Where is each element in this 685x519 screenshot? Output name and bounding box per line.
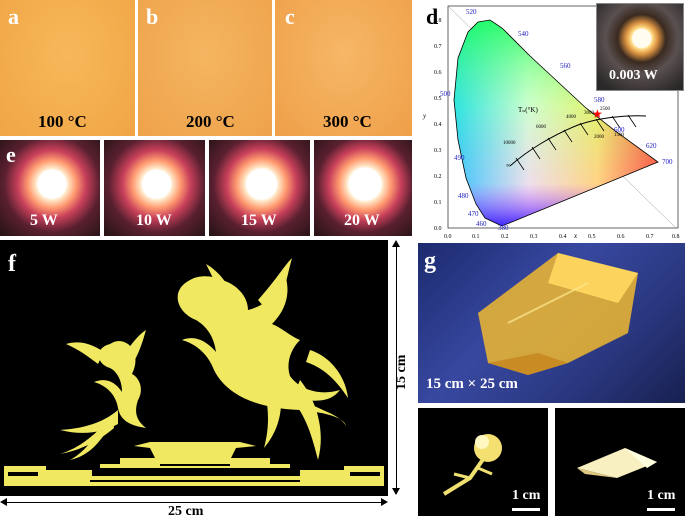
wl-700: 700 (662, 158, 673, 166)
height-dimension: 15 cm (394, 354, 409, 390)
panel-c-label: c (285, 4, 295, 29)
panel-e-power-4: 20 W (344, 212, 380, 229)
planckian-label: Tₙ(°K) (518, 106, 538, 114)
cct-2000: 2000 (594, 135, 605, 140)
svg-text:0.7: 0.7 (646, 234, 654, 240)
panel-d-label: d (426, 4, 439, 29)
x-axis-label: x (573, 232, 578, 240)
svg-text:0.8: 0.8 (672, 234, 680, 240)
rose-photo (442, 434, 502, 496)
panel-g: g 15 cm × 25 cm (418, 243, 685, 403)
cct-infinity: ∞ (506, 163, 510, 169)
panel-g-rose: 1 cm (418, 408, 548, 516)
inset-power: 0.003 W (609, 68, 658, 83)
panel-e-1: e 5 W (0, 140, 100, 236)
wl-490: 490 (454, 154, 465, 162)
panel-a-temperature: 100 °C (38, 112, 87, 131)
panel-f: f 15 cm 25 cm (0, 240, 414, 519)
panel-f-label: f (8, 251, 16, 277)
scale-bar-right (647, 508, 675, 511)
wl-580: 580 (594, 96, 605, 104)
panel-b-temperature: 200 °C (186, 112, 235, 131)
panel-c-temperature: 300 °C (323, 112, 372, 131)
panel-e-power-2: 10 W (136, 212, 172, 229)
svg-text:0.3: 0.3 (434, 148, 442, 154)
scale-bar-left (512, 508, 540, 511)
y-axis-label: y (422, 112, 427, 120)
svg-text:0.0: 0.0 (444, 234, 452, 240)
panel-b-label: b (146, 4, 159, 29)
wl-520: 520 (466, 8, 477, 16)
wl-460: 460 (476, 220, 487, 228)
phoenix-svg (4, 258, 384, 486)
y-ticks: 0.0 0.1 0.2 0.3 0.4 0.5 0.6 0.7 0.8 (434, 18, 442, 232)
panel-e-2: 10 W (104, 140, 205, 236)
width-arrow (2, 502, 386, 503)
svg-text:0.6: 0.6 (617, 234, 625, 240)
svg-text:0.0: 0.0 (434, 226, 442, 232)
panel-e-label: e (6, 142, 16, 167)
svg-text:0.2: 0.2 (501, 234, 509, 240)
width-dimension: 25 cm (168, 504, 204, 519)
wl-380: 380 (498, 224, 509, 232)
width-arrow-right (381, 498, 388, 506)
panel-c: c 300 °C (275, 0, 412, 136)
svg-text:0.1: 0.1 (434, 200, 442, 206)
svg-text:0.8: 0.8 (434, 18, 442, 24)
cct-6000: 6000 (536, 125, 547, 130)
cct-1500: 1500 (614, 133, 625, 138)
svg-text:0.2: 0.2 (434, 174, 442, 180)
height-arrow-bottom (392, 488, 400, 495)
film-photo (478, 253, 638, 375)
scale-label-left: 1 cm (512, 488, 541, 503)
svg-text:0.3: 0.3 (530, 234, 538, 240)
panel-e-power-3: 15 W (241, 212, 277, 229)
wl-620: 620 (646, 142, 657, 150)
panel-e-3: 15 W (209, 140, 310, 236)
panel-a-label: a (8, 4, 19, 29)
scale-label-right: 1 cm (647, 488, 676, 503)
svg-text:0.4: 0.4 (559, 234, 567, 240)
cct-4000: 4000 (566, 115, 577, 120)
wl-540: 540 (518, 30, 529, 38)
wl-470: 470 (468, 210, 479, 218)
panel-b: b 200 °C (138, 0, 272, 136)
boat-photo (577, 448, 657, 478)
wl-500: 500 (440, 90, 451, 98)
chromaticity-point: ★ (592, 107, 603, 121)
panel-g-label: g (424, 248, 436, 274)
phoenix-artwork: f (0, 240, 388, 496)
svg-text:0.4: 0.4 (434, 122, 442, 128)
wl-480: 480 (458, 192, 469, 200)
lamp-inset: 0.003 W (596, 3, 684, 91)
panel-d: ★ Tₙ(°K) 10000 6000 4000 3000 2000 1500 … (418, 0, 685, 240)
panel-a: a 100 °C (0, 0, 135, 136)
planckian-locus (509, 115, 647, 167)
svg-text:0.5: 0.5 (434, 96, 442, 102)
wl-560: 560 (560, 62, 571, 70)
film-size: 15 cm × 25 cm (426, 376, 518, 392)
svg-text:0.7: 0.7 (434, 44, 442, 50)
panel-e-4: 20 W (314, 140, 412, 236)
height-arrow (396, 242, 397, 494)
svg-text:0.5: 0.5 (588, 234, 596, 240)
cct-3000: 3000 (584, 111, 595, 116)
width-arrow-left (0, 498, 7, 506)
panel-e-power-1: 5 W (30, 212, 58, 229)
wl-600: 600 (614, 126, 625, 134)
height-arrow-top (392, 240, 400, 247)
svg-text:0.1: 0.1 (472, 234, 480, 240)
x-ticks: 0.0 0.1 0.2 0.3 0.4 0.5 0.6 0.7 0.8 (444, 234, 680, 240)
svg-text:0.6: 0.6 (434, 70, 442, 76)
cct-10000: 10000 (503, 141, 516, 146)
cct-2500: 2500 (600, 107, 611, 112)
panel-g-boat: 1 cm (555, 408, 685, 516)
